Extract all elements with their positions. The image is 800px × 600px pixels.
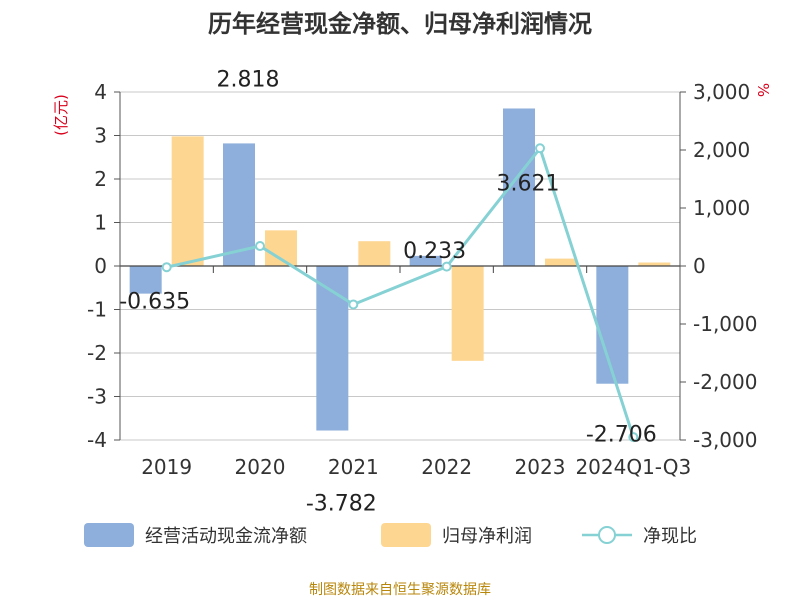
- left-tick-label: 0: [94, 254, 107, 278]
- bar-data-label: 0.233: [403, 239, 466, 264]
- right-tick-label: 1,000: [693, 196, 750, 220]
- legend-item-cashflow[interactable]: 经营活动现金流净额: [84, 523, 307, 547]
- bar-data-label: 3.621: [497, 171, 560, 196]
- bar-profit[interactable]: [358, 241, 391, 266]
- x-tick-label: 2024Q1-Q3: [575, 455, 691, 479]
- x-tick-label: 2021: [328, 455, 379, 479]
- bar-cashflow[interactable]: [129, 266, 162, 294]
- left-tick-label: 3: [94, 124, 107, 148]
- legend-label-cashflow: 经营活动现金流净额: [145, 526, 307, 547]
- ratio-point[interactable]: [255, 241, 265, 252]
- legend-item-profit[interactable]: 归母净利润: [381, 523, 532, 547]
- bar-labels-layer: -0.635 2.818 -3.782 0.233 3.621 -2.706: [119, 67, 657, 516]
- bar-cashflow[interactable]: [223, 143, 255, 266]
- ratio-point[interactable]: [161, 262, 172, 273]
- bar-cashflow[interactable]: [316, 266, 349, 431]
- ratio-point[interactable]: [348, 299, 359, 310]
- left-axis-unit: (亿元): [52, 94, 70, 136]
- gridlines: [120, 91, 680, 441]
- legend-item-ratio[interactable]: 净现比: [582, 526, 697, 547]
- left-tick-label: 4: [94, 80, 107, 104]
- bar-profit[interactable]: [545, 258, 577, 266]
- x-tick-label: 2020: [235, 455, 286, 479]
- ratio-point[interactable]: [628, 432, 639, 443]
- bar-data-label: 2.818: [217, 67, 280, 92]
- left-axis: 4 3 2 1 0 -1 -2 -3 -4: [87, 80, 121, 452]
- bar-cashflow[interactable]: [409, 255, 442, 266]
- right-axis-unit: %: [754, 83, 772, 97]
- ratio-line: [166, 145, 635, 438]
- legend-swatch-cashflow: [84, 523, 134, 547]
- bar-profit[interactable]: [451, 266, 484, 361]
- bar-cashflow[interactable]: [596, 266, 629, 384]
- legend-swatch-profit: [381, 523, 431, 547]
- x-tick-label: 2023: [515, 455, 566, 479]
- x-tick-label: 2022: [421, 455, 472, 479]
- zero-baseline: [120, 265, 680, 273]
- right-axis: 3,000 2,000 1,000 0 -1,000 -2,000 -3,000: [679, 80, 757, 452]
- ratio-point[interactable]: [535, 143, 545, 154]
- bars-layer: [129, 108, 671, 431]
- left-tick-label: -2: [87, 341, 107, 365]
- x-axis: 2019 2020 2021 2022 2023 2024Q1-Q3: [141, 455, 691, 479]
- right-tick-label: -3,000: [693, 428, 757, 452]
- legend-label-ratio: 净现比: [643, 526, 697, 547]
- ratio-line-layer: [161, 143, 639, 443]
- legend: 经营活动现金流净额 归母净利润 净现比: [84, 523, 697, 547]
- bar-data-label: -3.782: [306, 492, 377, 517]
- x-tick-label: 2019: [141, 455, 192, 479]
- right-tick-label: -2,000: [693, 370, 757, 394]
- ratio-point[interactable]: [441, 261, 452, 272]
- left-tick-label: -4: [87, 428, 107, 452]
- right-tick-label: 3,000: [693, 80, 750, 104]
- right-tick-label: 0: [693, 254, 706, 278]
- bar-data-label: -0.635: [119, 290, 190, 315]
- chart-title: 历年经营现金净额、归母净利润情况: [208, 10, 592, 38]
- left-tick-label: -1: [87, 298, 107, 322]
- bar-profit[interactable]: [171, 136, 204, 266]
- legend-marker-ratio: [598, 526, 616, 544]
- right-tick-label: -1,000: [693, 312, 757, 336]
- right-tick-label: 2,000: [693, 138, 750, 162]
- left-tick-label: -3: [87, 385, 107, 409]
- left-tick-label: 1: [94, 211, 107, 235]
- data-source-note: 制图数据来自恒生聚源数据库: [309, 582, 491, 598]
- legend-label-profit: 归母净利润: [442, 526, 532, 547]
- bar-profit[interactable]: [638, 262, 671, 266]
- bar-data-label: -2.706: [586, 423, 657, 448]
- left-tick-label: 2: [94, 167, 107, 191]
